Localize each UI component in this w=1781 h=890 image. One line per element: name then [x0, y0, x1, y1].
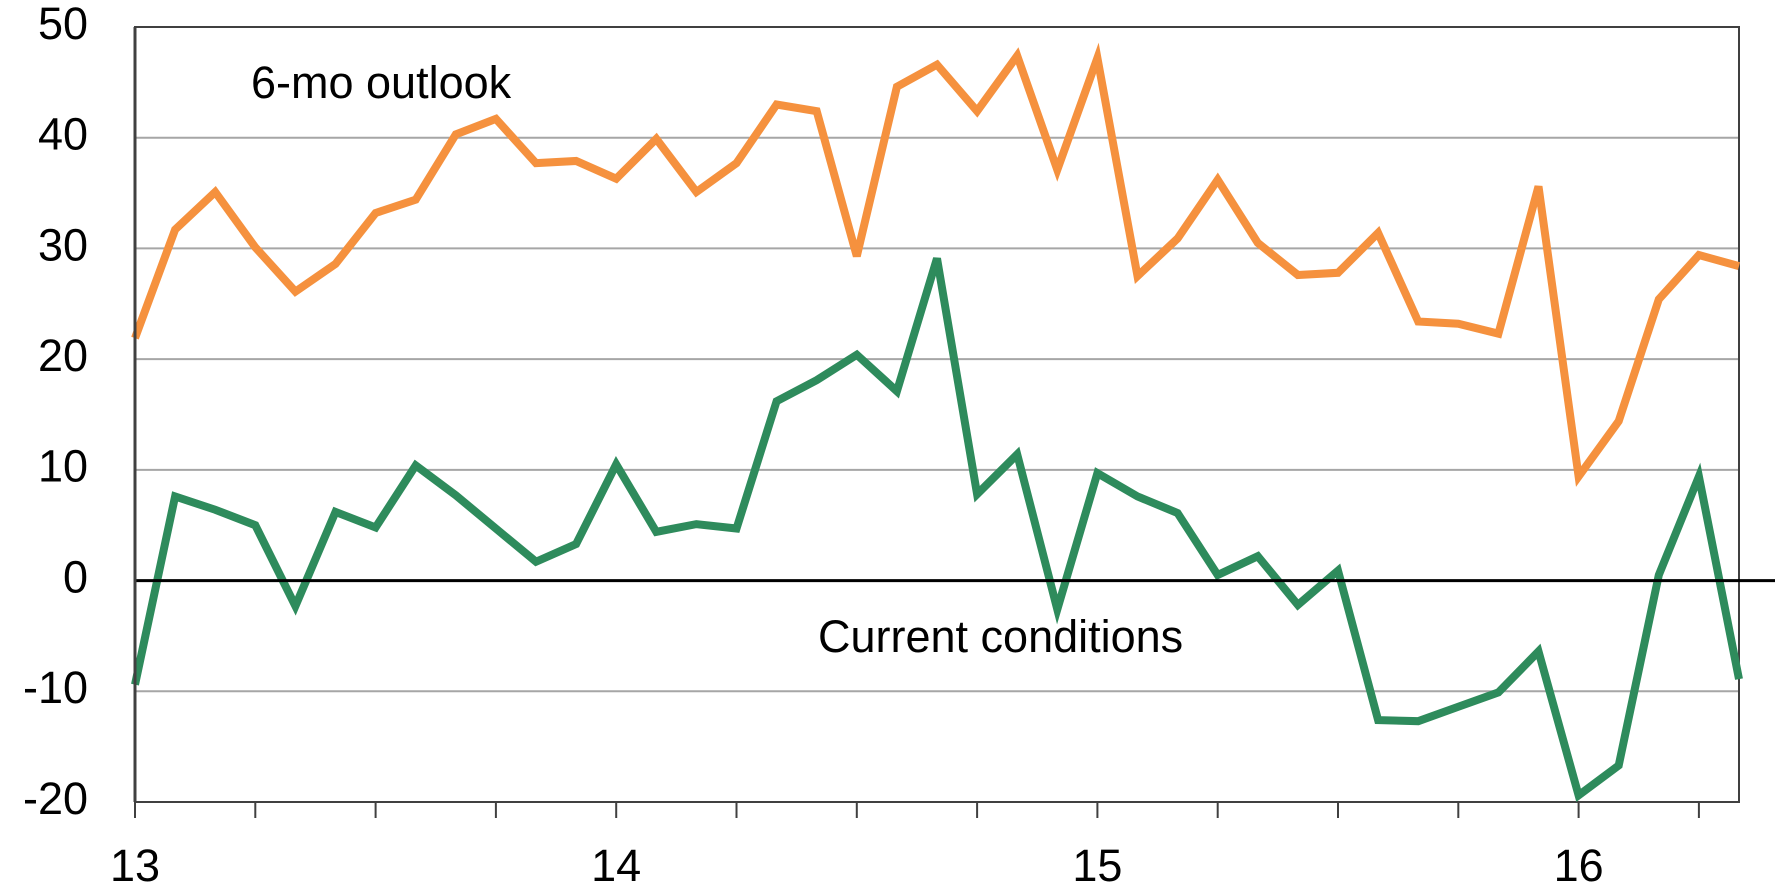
series-line — [131, 257, 1743, 803]
x-tick-label: 15 — [1072, 840, 1122, 890]
y-tick-label: 30 — [38, 219, 88, 270]
series-annotation: 6-mo outlook — [251, 57, 512, 108]
x-tick-label: 14 — [591, 840, 641, 890]
y-tick-label: 50 — [38, 0, 88, 49]
y-tick-label: -10 — [23, 662, 88, 713]
plot-border — [134, 26, 1740, 803]
y-tick-label: 10 — [38, 441, 88, 492]
y-tick-label: 20 — [38, 330, 88, 381]
series-line — [131, 42, 1741, 487]
x-tick-label: 16 — [1554, 840, 1604, 890]
x-tick-label: 13 — [110, 840, 160, 890]
y-tick-label: -20 — [23, 773, 88, 824]
series-annotation: Current conditions — [818, 611, 1183, 662]
y-tick-label: 0 — [63, 551, 88, 602]
y-tick-label: 40 — [38, 109, 88, 160]
